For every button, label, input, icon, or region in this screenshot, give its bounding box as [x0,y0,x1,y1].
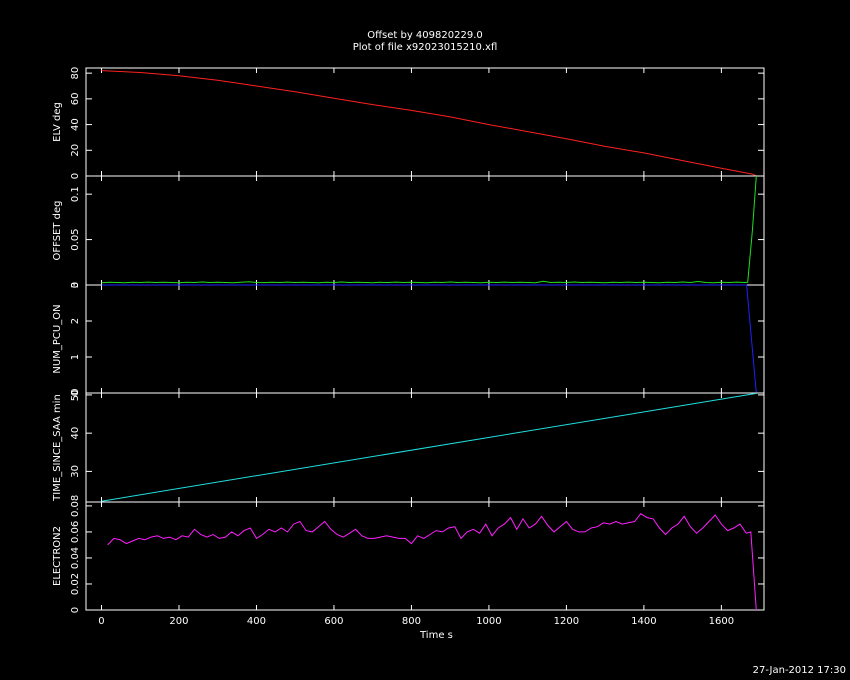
x-tick-label: 1200 [554,616,579,627]
plot-subtitle: Plot of file x92023015210.xfl [353,42,498,53]
y-tick-label: 0.08 [70,495,81,517]
y-tick-label: 0.06 [70,521,81,543]
y-tick-label: 0.05 [70,228,81,250]
panel-time_since_saa: 30 40 50 TIME_SINCE_SAA min [52,389,765,503]
x-tick-label: 400 [247,616,266,627]
panel-frame [85,284,765,394]
series-line-electron2 [107,513,757,611]
y-tick-label: 50 [70,389,81,402]
plot-title: Offset by 409820229.0 [367,30,482,41]
x-axis: 0 200 400 600 800 1000 1200 1400 1600 Time s [98,616,734,641]
y-axis-label: OFFSET deg [52,201,63,261]
y-tick-label: 0 [70,173,81,179]
y-tick-label: 40 [70,427,81,440]
panel-elv: 0 20 40 60 80 ELV deg [52,67,765,179]
x-tick-label: 1600 [709,616,734,627]
x-tick-label: 1000 [476,616,501,627]
y-tick-label: 30 [70,465,81,478]
y-tick-label: 0 [70,282,81,288]
panel-frame [85,67,765,177]
panel-num_pcu_on: 0 1 2 3 NUM_PCU_ON [52,282,765,396]
y-tick-label: 0 [70,607,81,613]
x-tick-label: 200 [169,616,188,627]
series-line-elv [101,70,757,177]
x-tick-label: 800 [402,616,421,627]
y-tick-label: 60 [70,92,81,105]
series-line-num_pcu_on [101,284,757,394]
panel-frame [85,175,765,286]
x-tick-label: 600 [324,616,343,627]
series-line-time_since_saa [101,392,757,502]
x-axis-label: Time s [419,630,453,641]
y-tick-label: 0.02 [70,573,81,595]
y-axis-label: NUM_PCU_ON [52,304,63,373]
y-tick-label: 40 [70,118,81,131]
panel-offset: 0 0.05 0.1 OFFSET deg [52,175,765,288]
y-tick-label: 3 [70,282,81,288]
y-axis-label: TIME_SINCE_SAA min [52,394,63,502]
series-line-offset [101,175,757,284]
plot-panels: 0 20 40 60 80 ELV deg 0 0.05 0.1 OFFSET deg 0 1 2 3 NU… [52,67,765,613]
y-tick-label: 80 [70,67,81,80]
panel-frame [85,501,765,611]
y-tick-label: 0 [70,390,81,396]
panel-electron2: 0 0.02 0.04 0.06 0.08 ELECTRON2 [52,495,765,613]
y-axis-label: ELV deg [52,102,63,142]
footer-timestamp: 27-Jan-2012 17:30 [753,665,846,676]
y-tick-label: 20 [70,144,81,157]
x-tick-label: 1400 [631,616,656,627]
y-tick-label: 1 [70,354,81,360]
y-tick-label: 2 [70,318,81,324]
y-axis-label: ELECTRON2 [52,526,63,586]
y-tick-label: 0.1 [70,186,81,202]
x-tick-label: 0 [98,616,104,627]
y-tick-label: 0.04 [70,547,81,569]
